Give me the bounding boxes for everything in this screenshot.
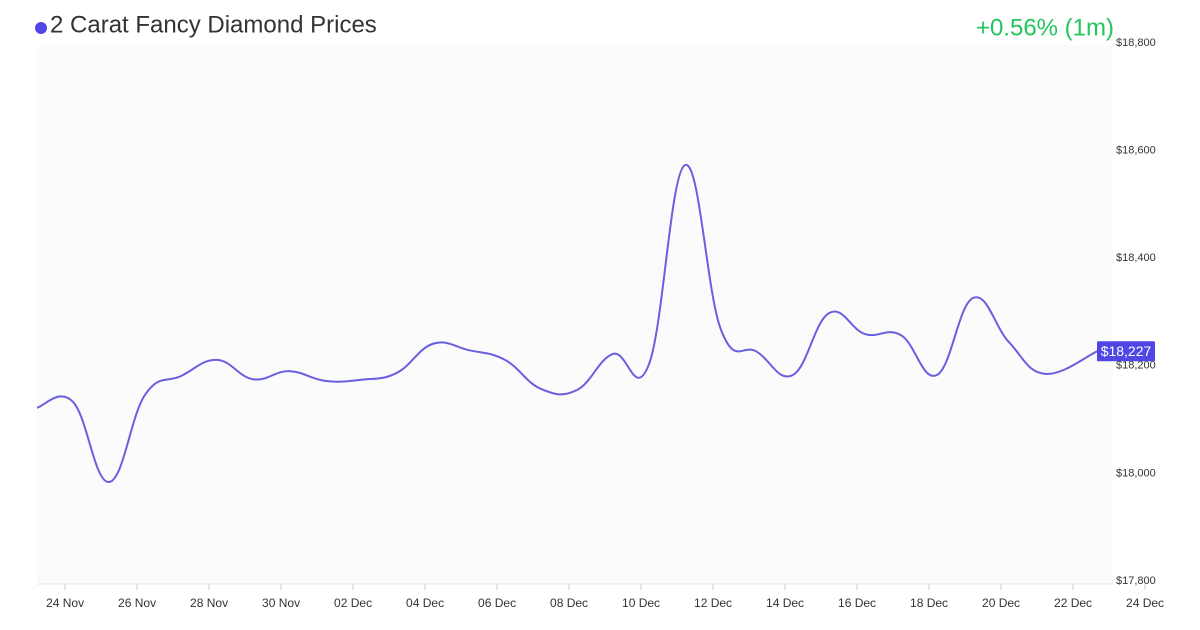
x-tick-label: 08 Dec [550,596,588,610]
x-tick-label: 06 Dec [478,596,516,610]
x-tick-label: 10 Dec [622,596,660,610]
chart-title: 2 Carat Fancy Diamond Prices [50,11,377,38]
y-tick-label: $18,600 [1116,145,1156,157]
x-tick-label: 24 Dec [1126,596,1164,610]
x-tick-label: 28 Nov [190,596,228,610]
x-tick-label: 18 Dec [910,596,948,610]
x-tick-label: 04 Dec [406,596,444,610]
current-price-box [1097,341,1155,362]
current-price-label: $18,227 [1101,343,1152,359]
change: +0.56% (1m) [976,14,1114,41]
x-tick-label: 22 Dec [1054,596,1092,610]
x-tick-label: 24 Nov [46,596,84,610]
y-tick-label: $18,000 [1116,467,1156,479]
x-tick-label: 20 Dec [982,596,1020,610]
x-tick-label: 14 Dec [766,596,804,610]
y-tick-label: $18,200 [1116,360,1156,372]
price-line [36,164,1098,484]
title-dot [35,22,47,34]
x-tick-label: 16 Dec [838,596,876,610]
y-tick-label: $17,800 [1116,575,1156,587]
x-tick-label: 26 Nov [118,596,156,610]
plot-area [37,45,1113,584]
y-tick-label: $18,800 [1116,37,1156,49]
x-tick-label: 12 Dec [694,596,732,610]
x-tick-label: 02 Dec [334,596,372,610]
x-tick-label: 30 Nov [262,596,300,610]
y-tick-label: $18,400 [1116,252,1156,264]
